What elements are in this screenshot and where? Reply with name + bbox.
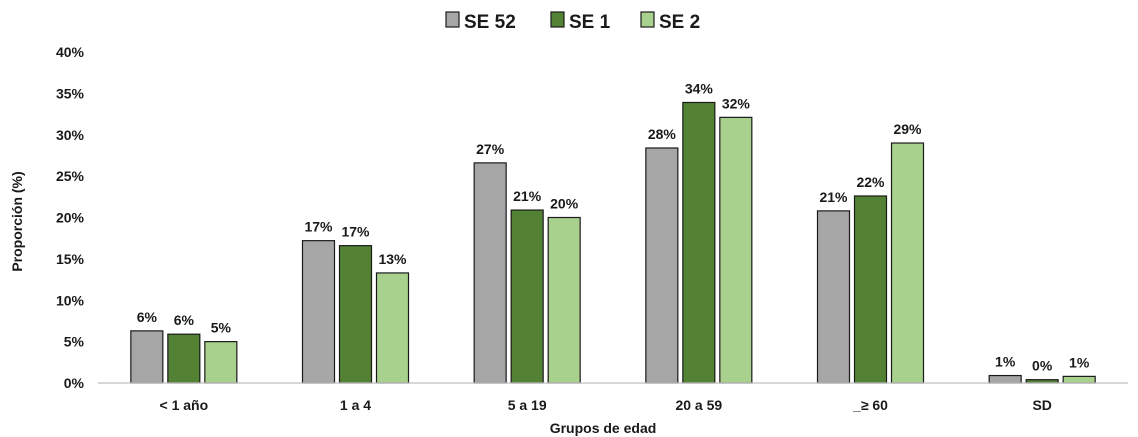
bar bbox=[301, 240, 336, 384]
y-tick-label: 0% bbox=[64, 375, 85, 391]
bar bbox=[645, 147, 679, 384]
x-tick-label: < 1 año bbox=[160, 397, 209, 413]
data-label: 32% bbox=[722, 95, 751, 111]
bar bbox=[130, 330, 164, 384]
x-tick-label: 1 a 4 bbox=[340, 397, 371, 413]
legend-label: SE 52 bbox=[464, 12, 516, 33]
bar bbox=[816, 210, 851, 384]
y-axis-title: Proporción (%) bbox=[9, 171, 25, 271]
y-axis: 0% 5% 10% 15% 20% 25% 30% 35% 40% bbox=[56, 44, 85, 391]
legend: SE 52 SE 1 SE 2 bbox=[445, 11, 700, 33]
bar bbox=[547, 216, 581, 384]
legend-swatch bbox=[550, 11, 565, 28]
x-tick-label: _≥ 60 bbox=[852, 397, 888, 413]
y-tick-label: 15% bbox=[56, 251, 85, 267]
bar bbox=[719, 116, 753, 384]
data-label: 20% bbox=[550, 196, 579, 212]
y-tick-label: 20% bbox=[56, 210, 85, 226]
data-label: 34% bbox=[685, 80, 714, 96]
bar bbox=[375, 272, 410, 384]
bar bbox=[510, 209, 544, 384]
data-label: 13% bbox=[378, 251, 407, 267]
data-label: 27% bbox=[476, 141, 505, 157]
legend-label: SE 1 bbox=[569, 12, 611, 33]
bar bbox=[204, 341, 238, 384]
data-label: 17% bbox=[341, 224, 370, 240]
data-label: 5% bbox=[211, 320, 232, 336]
legend-swatch bbox=[640, 11, 655, 28]
y-tick-label: 5% bbox=[64, 334, 85, 350]
y-tick-label: 40% bbox=[56, 44, 85, 60]
data-label: 29% bbox=[893, 121, 922, 137]
bar bbox=[853, 195, 888, 384]
y-tick-label: 30% bbox=[56, 127, 85, 143]
bar bbox=[890, 142, 925, 384]
data-label: 1% bbox=[995, 354, 1016, 370]
bar bbox=[473, 162, 507, 384]
y-tick-label: 10% bbox=[56, 292, 85, 308]
bar bbox=[988, 374, 1022, 384]
x-tick-label: 20 a 59 bbox=[675, 397, 722, 413]
x-tick-label: 5 a 19 bbox=[508, 397, 547, 413]
bar bbox=[682, 101, 716, 384]
x-axis-title: Grupos de edad bbox=[550, 420, 657, 436]
data-label: 1% bbox=[1069, 354, 1090, 370]
data-label: 6% bbox=[137, 309, 158, 325]
data-label: 22% bbox=[856, 174, 885, 190]
data-label: 21% bbox=[513, 188, 542, 204]
bar bbox=[338, 245, 373, 384]
bar bbox=[1062, 375, 1096, 384]
bar bbox=[167, 333, 201, 384]
x-axis: < 1 año 1 a 4 5 a 19 20 a 59 _≥ 60 SD bbox=[98, 382, 1128, 413]
data-label: 6% bbox=[174, 312, 195, 328]
legend-swatch bbox=[445, 11, 460, 28]
data-label: 28% bbox=[648, 126, 677, 142]
x-tick-label: SD bbox=[1032, 397, 1051, 413]
legend-label: SE 2 bbox=[659, 12, 700, 33]
data-label: 0% bbox=[1032, 358, 1053, 374]
y-tick-label: 25% bbox=[56, 168, 85, 184]
data-label: 21% bbox=[819, 189, 848, 205]
data-label: 17% bbox=[304, 219, 333, 235]
bars: 6% 6% 5% 17% 17% 13% 27% 21% 20% 28% 34% 32% 21% 22% 2… bbox=[130, 80, 1096, 384]
y-tick-label: 35% bbox=[56, 85, 85, 101]
